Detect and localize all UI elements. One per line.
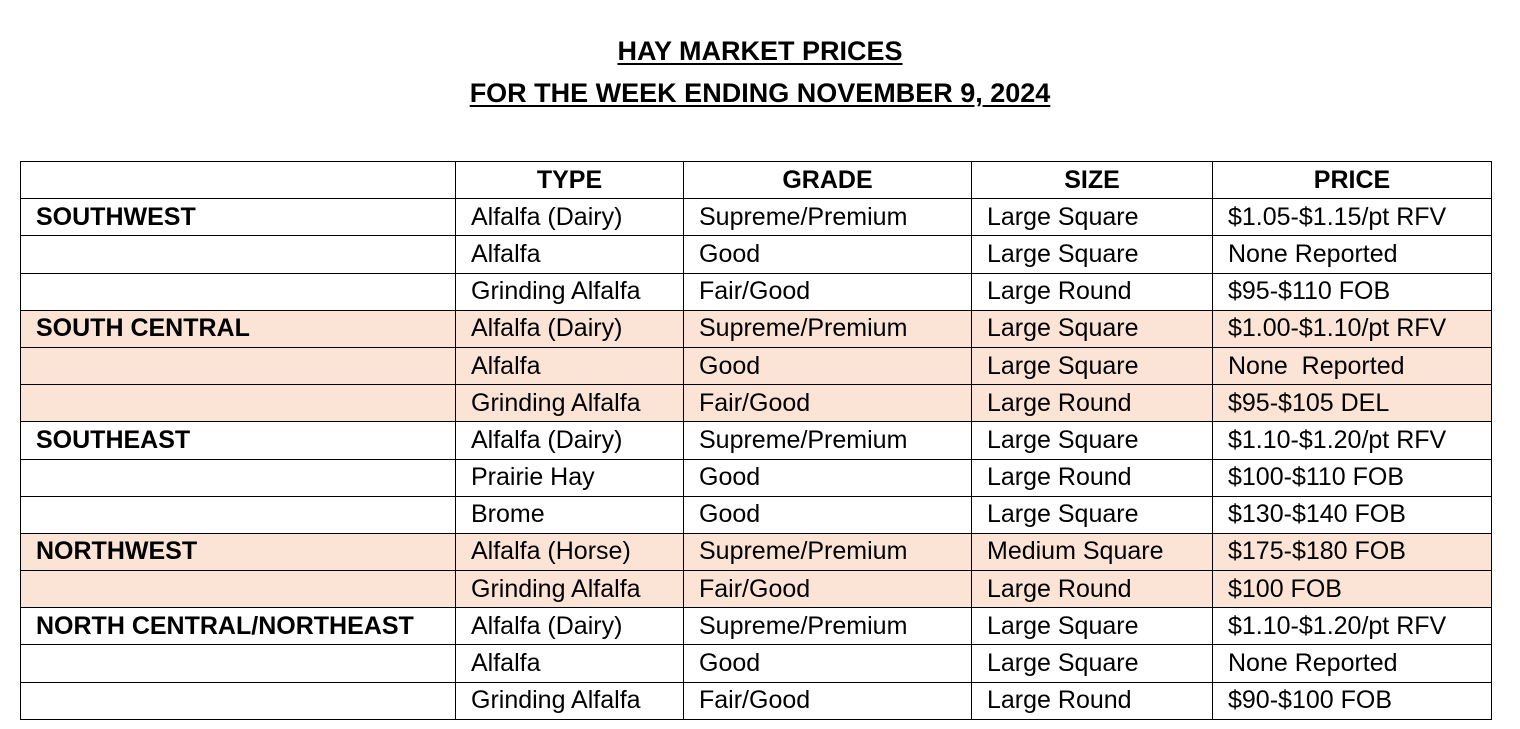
table-cell: Fair/Good [683,384,972,423]
table-row: Alfalfa Good Large Square None Reported [20,346,1492,386]
table-cell: Good [683,644,972,683]
table-row: Grinding Alfalfa Fair/Good Large Round $100… [20,570,1492,609]
table-cell: $1.00-$1.10/pt RFV [1212,309,1492,348]
empty-cell [20,346,456,386]
table-cell: Large Square [971,607,1213,646]
table-cell: Good [683,495,972,534]
header-cell: GRADE [683,160,972,200]
price-table: TYPE GRADE SIZE PRICE SOUTHWEST Alfalfa (Dai… [20,160,1492,720]
table-cell: Supreme/Premium [683,198,972,237]
table-cell: Alfalfa [455,235,684,274]
table-cell: Large Square [971,198,1213,237]
table-row: Brome Good Large Square $130-$140 FOB [20,495,1492,534]
table-cell: $100 FOB [1212,570,1492,609]
empty-cell [20,681,456,720]
table-cell: Large Round [971,458,1213,497]
table-cell: Large Square [971,309,1213,348]
header-cell: TYPE [455,160,684,200]
table-row: SOUTHEAST Alfalfa (Dairy) Supreme/Premium L… [20,421,1492,460]
table-cell: Large Square [971,495,1213,534]
table-cell: $175-$180 FOB [1212,532,1492,572]
table-cell: Alfalfa (Dairy) [455,198,684,237]
table-row: Grinding Alfalfa Fair/Good Large Round $90-… [20,681,1492,720]
table-row: Grinding Alfalfa Fair/Good Large Round $95-… [20,384,1492,423]
table-cell: $90-$100 FOB [1212,681,1492,720]
empty-cell [20,272,456,311]
table-cell: Large Round [971,570,1213,609]
table-cell: Brome [455,495,684,534]
header-row: TYPE GRADE SIZE PRICE [20,160,1492,200]
table-cell: Good [683,235,972,274]
region-cell: NORTHWEST [20,532,456,572]
table-cell: Alfalfa (Dairy) [455,421,684,460]
region-cell: NORTH CENTRAL/NORTHEAST [20,607,456,646]
table-cell: Supreme/Premium [683,532,972,572]
table-cell: Medium Square [971,532,1213,572]
header-cell: SIZE [971,160,1213,200]
table-cell: Fair/Good [683,570,972,609]
table-cell: Alfalfa (Dairy) [455,607,684,646]
region-cell: SOUTHEAST [20,421,456,460]
table-row: Prairie Hay Good Large Round $100-$110 FOB [20,458,1492,497]
table-cell: None Reported [1212,346,1492,386]
table-cell: Large Round [971,272,1213,311]
table-cell: Prairie Hay [455,458,684,497]
table-cell: Large Square [971,644,1213,683]
table-row: Grinding Alfalfa Fair/Good Large Round $95-… [20,272,1492,311]
table-cell: Large Round [971,681,1213,720]
table-row: Alfalfa Good Large Square None Reported [20,235,1492,274]
region-cell: SOUTHWEST [20,198,456,237]
table-cell: Grinding Alfalfa [455,570,684,609]
header-cell [20,160,456,200]
empty-cell [20,495,456,534]
table-cell: Supreme/Premium [683,421,972,460]
table-cell: Large Square [971,235,1213,274]
table-row: SOUTHWEST Alfalfa (Dairy) Supreme/Premium L… [20,198,1492,237]
table-cell: Grinding Alfalfa [455,681,684,720]
region-cell: SOUTH CENTRAL [20,309,456,348]
table-cell: Fair/Good [683,681,972,720]
table-row: NORTH CENTRAL/NORTHEAST Alfalfa (Dairy) Su… [20,607,1492,646]
table-cell: $130-$140 FOB [1212,495,1492,534]
empty-cell [20,570,456,609]
table-cell: Supreme/Premium [683,607,972,646]
table-cell: Fair/Good [683,272,972,311]
table-cell: Good [683,346,972,386]
table-cell: $95-$105 DEL [1212,384,1492,423]
empty-cell [20,235,456,274]
title: HAY MARKET PRICES [617,36,903,66]
table-cell: Alfalfa [455,644,684,683]
table-cell: Good [683,458,972,497]
table-cell: Grinding Alfalfa [455,272,684,311]
table-cell: Grinding Alfalfa [455,384,684,423]
table-cell: None Reported [1212,235,1492,274]
table-cell: $1.05-$1.15/pt RFV [1212,198,1492,237]
subtitle: FOR THE WEEK ENDING NOVEMBER 9, 2024 [469,78,1051,108]
empty-cell [20,458,456,497]
table-cell: Alfalfa (Dairy) [455,309,684,348]
table-cell: Alfalfa (Horse) [455,532,684,572]
table-cell: Large Round [971,384,1213,423]
empty-cell [20,644,456,683]
table-cell: $95-$110 FOB [1212,272,1492,311]
table-row: NORTHWEST Alfalfa (Horse) Supreme/Premium M… [20,532,1492,572]
table-cell: $1.10-$1.20/pt RFV [1212,421,1492,460]
table-cell: Alfalfa [455,346,684,386]
table-cell: $1.10-$1.20/pt RFV [1212,607,1492,646]
table-cell: Supreme/Premium [683,309,972,348]
header-cell: PRICE [1212,160,1492,200]
table-row: Alfalfa Good Large Square None Reported [20,644,1492,683]
table-row: SOUTH CENTRAL Alfalfa (Dairy) Supreme/Prem… [20,309,1492,348]
table-cell: None Reported [1212,644,1492,683]
table-cell: Large Square [971,421,1213,460]
table-cell: $100-$110 FOB [1212,458,1492,497]
table-cell: Large Square [971,346,1213,386]
empty-cell [20,384,456,423]
